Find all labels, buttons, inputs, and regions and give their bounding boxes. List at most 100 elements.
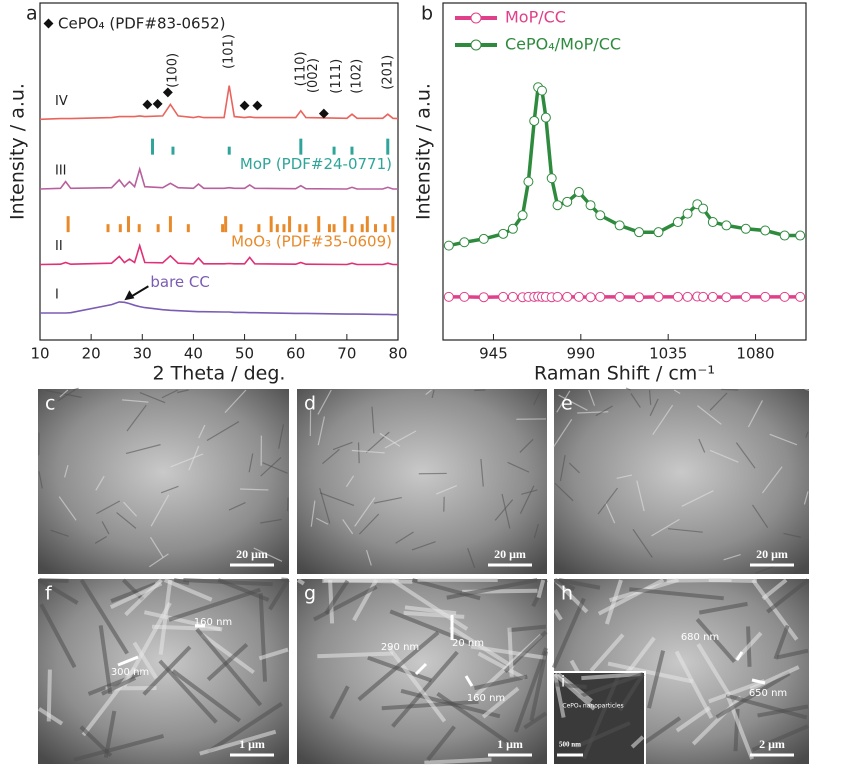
- sem-texture: [125, 444, 161, 455]
- sem-texture: [696, 643, 732, 697]
- sem-texture: [607, 661, 694, 684]
- marker: [537, 85, 547, 96]
- marker: [634, 292, 645, 303]
- sem-texture: [747, 400, 763, 428]
- x-tick-label: 945: [479, 345, 508, 363]
- sem-texture: [481, 686, 520, 719]
- y-axis-label: Intensity / a.u.: [413, 83, 435, 220]
- sem-texture: [224, 389, 247, 414]
- sem-texture: [319, 487, 331, 524]
- panel-label: c: [45, 393, 55, 415]
- marker: [443, 240, 454, 251]
- sem-texture: [691, 695, 743, 746]
- sem-texture: [79, 578, 129, 655]
- sem-texture: [354, 497, 376, 527]
- sem-texture: [513, 647, 548, 733]
- sem-texture: [751, 724, 809, 752]
- sem-texture: [556, 390, 571, 413]
- marker: [459, 291, 470, 302]
- sem-texture: [721, 388, 739, 391]
- sem-texture: [648, 389, 652, 405]
- sem-texture: [675, 706, 711, 733]
- sem-texture: [681, 490, 714, 507]
- sem-texture: [521, 489, 538, 495]
- sem-texture: [761, 578, 788, 601]
- sem-texture: [358, 513, 380, 535]
- marker: [595, 210, 606, 221]
- sem-texture: [150, 494, 170, 527]
- sem-texture: [425, 389, 432, 396]
- y-axis-label: Intensity / a.u.: [7, 83, 29, 220]
- sem-texture: [57, 389, 76, 402]
- sem-texture: [554, 682, 587, 689]
- sem-texture: [632, 528, 653, 558]
- sem-texture: [170, 453, 204, 468]
- sem-texture: [64, 464, 69, 478]
- cepo4-diamond: [152, 98, 163, 109]
- plot-frame: [39, 2, 399, 341]
- sem-texture: [508, 624, 547, 633]
- legend-label: CePO₄ (PDF#83-0652): [58, 15, 226, 33]
- sem-texture: [248, 453, 254, 473]
- sem-texture: [387, 645, 447, 723]
- sem-texture: [124, 578, 163, 617]
- sem-texture: [37, 578, 79, 605]
- sem-texture: [198, 424, 206, 439]
- scale-bar-label: 500 nm: [559, 741, 581, 749]
- sem-texture: [519, 485, 535, 514]
- sem-texture: [804, 388, 809, 391]
- annotation: 650 nm: [749, 688, 787, 699]
- series-label: I: [55, 288, 59, 303]
- sem-panel: g 1 μm 290 nm 20 nm 160 nm: [295, 577, 549, 766]
- marker: [653, 227, 664, 238]
- sem-texture: [357, 630, 440, 702]
- sem-texture: [158, 659, 218, 724]
- sem-texture: [317, 389, 332, 415]
- sem-texture: [207, 701, 283, 754]
- sem-texture: [121, 578, 145, 601]
- sem-texture: [39, 603, 77, 669]
- sem-texture: [411, 541, 436, 551]
- marker: [707, 291, 718, 302]
- sem-texture: [807, 389, 810, 392]
- sem-texture: [507, 627, 514, 677]
- marker: [552, 200, 563, 211]
- sem-texture: [173, 578, 190, 586]
- sem-texture: [605, 502, 616, 524]
- marker: [698, 203, 709, 214]
- sem-texture: [206, 643, 249, 682]
- sem-texture: [258, 647, 289, 661]
- peak-label: (100): [165, 53, 180, 88]
- sem-texture: [576, 672, 644, 700]
- sem-texture: [73, 734, 165, 762]
- sem-panel: f 1 μm 160 nm 300 nm: [36, 577, 291, 766]
- sem-texture: [158, 579, 173, 655]
- sem-texture: [597, 578, 665, 616]
- sem-texture: [161, 389, 179, 399]
- sem-texture: [200, 632, 255, 675]
- sem-texture: [480, 458, 484, 487]
- scale-bar-label: 20 μm: [236, 547, 268, 561]
- sem-texture: [132, 641, 158, 680]
- sem-texture: [313, 585, 378, 622]
- scale-bar-label: 2 μm: [759, 737, 785, 751]
- marker: [653, 291, 664, 302]
- sem-texture: [697, 405, 722, 425]
- sem-texture: [618, 672, 645, 712]
- sem-texture: [81, 666, 137, 737]
- sem-texture: [597, 487, 618, 515]
- sem-texture: [365, 431, 390, 453]
- marker: [595, 291, 606, 302]
- sem-texture: [310, 500, 316, 527]
- sem-texture: [317, 651, 394, 659]
- marker: [779, 291, 790, 302]
- x-tick-label: 70: [337, 345, 356, 363]
- sem-texture: [630, 735, 645, 749]
- sem-texture: [390, 578, 469, 631]
- sem-texture: [435, 485, 458, 495]
- sem-texture: [149, 553, 169, 568]
- sem-texture: [473, 674, 528, 691]
- marker: [682, 291, 693, 302]
- sem-texture: [553, 672, 596, 711]
- sem-texture: [698, 601, 748, 615]
